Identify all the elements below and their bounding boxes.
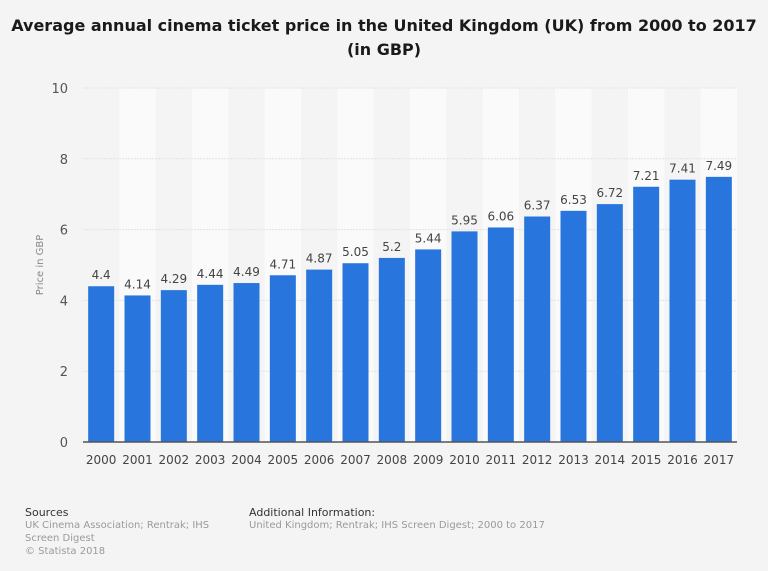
x-tick-label: 2017 bbox=[704, 453, 735, 467]
data-label: 4.49 bbox=[233, 265, 260, 279]
x-tick-label: 2012 bbox=[522, 453, 553, 467]
data-label: 7.41 bbox=[669, 162, 696, 176]
x-tick-label: 2002 bbox=[159, 453, 190, 467]
additional-info-text: United Kingdom; Rentrak; IHS Screen Dige… bbox=[249, 520, 545, 531]
y-tick-label: 10 bbox=[51, 82, 68, 97]
bar-2016 bbox=[669, 179, 696, 442]
bar-2004 bbox=[233, 283, 260, 442]
additional-info-heading: Additional Information: bbox=[249, 506, 376, 519]
data-label: 7.49 bbox=[705, 159, 732, 173]
x-tick-label: 2007 bbox=[340, 453, 371, 467]
copyright: © Statista 2018 bbox=[25, 546, 106, 557]
data-label: 5.44 bbox=[415, 231, 442, 245]
bar-2005 bbox=[269, 275, 296, 442]
y-axis-label: Price in GBP bbox=[35, 235, 46, 296]
y-tick-label: 0 bbox=[60, 436, 68, 451]
bar-2001 bbox=[124, 295, 151, 442]
sources-block: Sources UK Cinema Association; Rentrak; … bbox=[25, 506, 240, 558]
x-tick-label: 2008 bbox=[377, 453, 408, 467]
bar-2006 bbox=[306, 269, 333, 442]
y-tick-label: 6 bbox=[60, 224, 68, 239]
data-label: 6.06 bbox=[487, 209, 514, 223]
data-label: 5.2 bbox=[382, 240, 401, 254]
bar-2011 bbox=[487, 227, 514, 442]
x-tick-label: 2006 bbox=[304, 453, 335, 467]
bar-2003 bbox=[197, 284, 224, 442]
x-tick-label: 2000 bbox=[86, 453, 117, 467]
bar-2017 bbox=[705, 176, 732, 442]
data-label: 4.71 bbox=[269, 257, 296, 271]
x-tick-label: 2003 bbox=[195, 453, 226, 467]
x-tick-label: 2004 bbox=[231, 453, 262, 467]
data-label: 5.05 bbox=[342, 245, 369, 259]
data-label: 6.72 bbox=[596, 186, 623, 200]
bar-2007 bbox=[342, 263, 369, 442]
x-tick-label: 2014 bbox=[595, 453, 626, 467]
bar-2002 bbox=[160, 290, 187, 442]
data-label: 6.53 bbox=[560, 193, 587, 207]
data-label: 4.14 bbox=[124, 277, 151, 291]
bar-2010 bbox=[451, 231, 478, 442]
data-label: 4.44 bbox=[197, 267, 224, 281]
bar-2012 bbox=[524, 216, 551, 442]
data-label: 4.4 bbox=[92, 268, 111, 282]
data-label: 6.37 bbox=[524, 199, 551, 213]
data-label: 4.87 bbox=[306, 252, 333, 266]
chart-title: Average annual cinema ticket price in th… bbox=[11, 16, 757, 59]
additional-info-block: Additional Information: United Kingdom; … bbox=[249, 506, 649, 532]
sources-text: UK Cinema Association; Rentrak; IHS Scre… bbox=[25, 520, 210, 544]
bar-2009 bbox=[415, 249, 442, 442]
y-tick-label: 8 bbox=[60, 153, 68, 168]
bar-chart: 0 2 4 6 8 10 Price in GBP 4.4 2000 4.14 2001 4.29 20… bbox=[35, 82, 737, 467]
x-tick-label: 2016 bbox=[667, 453, 698, 467]
bar-2013 bbox=[560, 210, 587, 442]
bar-2014 bbox=[596, 204, 623, 442]
x-tick-label: 2011 bbox=[486, 453, 517, 467]
data-label: 5.95 bbox=[451, 213, 478, 227]
x-tick-label: 2015 bbox=[631, 453, 662, 467]
data-label: 4.29 bbox=[160, 272, 187, 286]
x-tick-label: 2009 bbox=[413, 453, 444, 467]
bar-2015 bbox=[633, 186, 660, 442]
y-tick-label: 2 bbox=[60, 365, 68, 380]
sources-heading: Sources bbox=[25, 506, 69, 519]
y-tick-label: 4 bbox=[60, 294, 68, 309]
bar-2008 bbox=[378, 257, 405, 442]
bar-2000 bbox=[88, 286, 115, 442]
x-tick-label: 2013 bbox=[558, 453, 589, 467]
x-tick-label: 2005 bbox=[268, 453, 299, 467]
data-label: 7.21 bbox=[633, 169, 660, 183]
x-tick-label: 2001 bbox=[122, 453, 153, 467]
x-tick-label: 2010 bbox=[449, 453, 480, 467]
